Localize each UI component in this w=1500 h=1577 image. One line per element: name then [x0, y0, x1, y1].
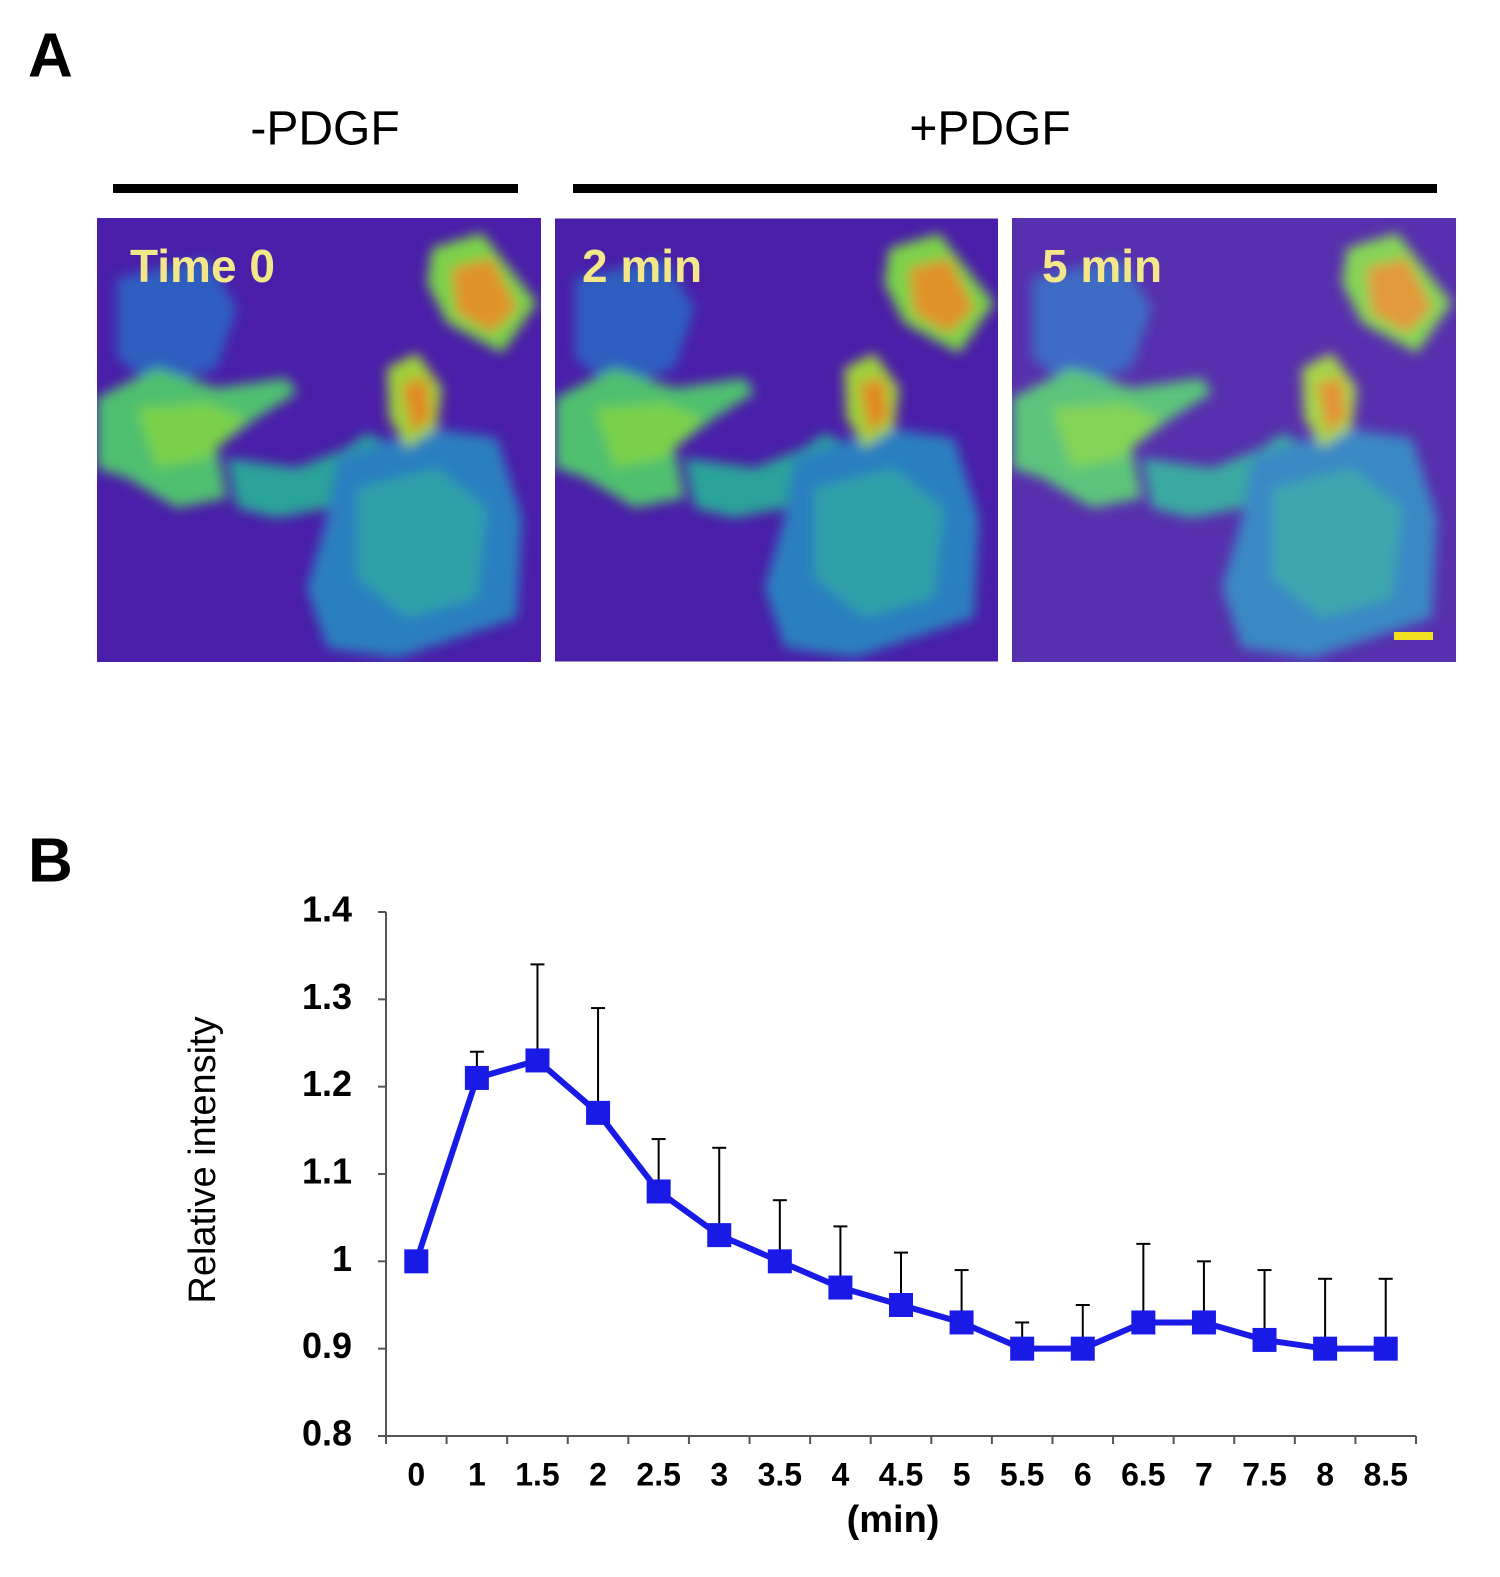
x-tick-label: 6.5 — [1121, 1456, 1165, 1492]
x-tick-label: 8 — [1316, 1456, 1334, 1492]
y-tick-label: 1.1 — [302, 1151, 352, 1192]
data-marker — [707, 1223, 732, 1248]
data-marker — [889, 1293, 913, 1317]
panel-time-label: 5 min — [1042, 240, 1162, 292]
data-marker — [1191, 1310, 1216, 1335]
scale-bar — [1394, 632, 1433, 640]
x-tick-label: 7.5 — [1242, 1456, 1286, 1492]
condition-bar — [113, 184, 518, 193]
y-tick-label: 1.2 — [302, 1063, 352, 1104]
x-tick-label: 4.5 — [879, 1456, 923, 1492]
x-tick-label: 3.5 — [758, 1456, 802, 1492]
data-marker — [828, 1275, 853, 1300]
x-tick-label: 3 — [710, 1456, 728, 1492]
panel-time-label: 2 min — [582, 240, 702, 292]
y-tick-label: 1.3 — [302, 976, 352, 1017]
data-marker — [586, 1100, 611, 1125]
condition-bar — [573, 184, 1437, 193]
panel-time-label: Time 0 — [130, 240, 275, 292]
data-marker — [404, 1249, 429, 1274]
y-tick-label: 1 — [332, 1238, 352, 1279]
data-marker — [646, 1179, 671, 1204]
condition-label: +PDGF — [909, 103, 1070, 156]
y-tick-label: 0.8 — [302, 1413, 352, 1454]
x-tick-label: 1 — [468, 1456, 486, 1492]
x-tick-label: 6 — [1074, 1456, 1092, 1492]
condition-label: -PDGF — [250, 103, 399, 156]
data-marker — [1010, 1336, 1035, 1361]
data-marker — [464, 1065, 489, 1090]
data-marker — [1070, 1336, 1095, 1361]
x-tick-label: 5.5 — [1000, 1456, 1044, 1492]
panel-label: A — [28, 21, 73, 90]
y-tick-label: 1.4 — [302, 889, 352, 930]
data-marker — [1373, 1336, 1398, 1361]
x-tick-label: 5 — [953, 1456, 971, 1492]
data-marker — [1313, 1336, 1338, 1361]
x-tick-label: 1.5 — [515, 1456, 559, 1492]
data-marker — [1131, 1310, 1156, 1335]
x-tick-label: 7 — [1195, 1456, 1213, 1492]
x-tick-label: 8.5 — [1363, 1456, 1407, 1492]
data-marker — [767, 1249, 792, 1274]
data-marker — [525, 1048, 550, 1073]
x-axis-label: (min) — [847, 1499, 940, 1541]
panel-label: B — [28, 826, 73, 895]
x-tick-label: 4 — [832, 1456, 850, 1492]
data-marker — [949, 1310, 974, 1335]
x-tick-label: 0 — [407, 1456, 425, 1492]
y-axis-label: Relative intensity — [182, 1016, 224, 1303]
x-tick-label: 2 — [589, 1456, 607, 1492]
y-tick-label: 0.9 — [302, 1325, 352, 1366]
data-marker — [1252, 1327, 1277, 1352]
x-tick-label: 2.5 — [636, 1456, 680, 1492]
